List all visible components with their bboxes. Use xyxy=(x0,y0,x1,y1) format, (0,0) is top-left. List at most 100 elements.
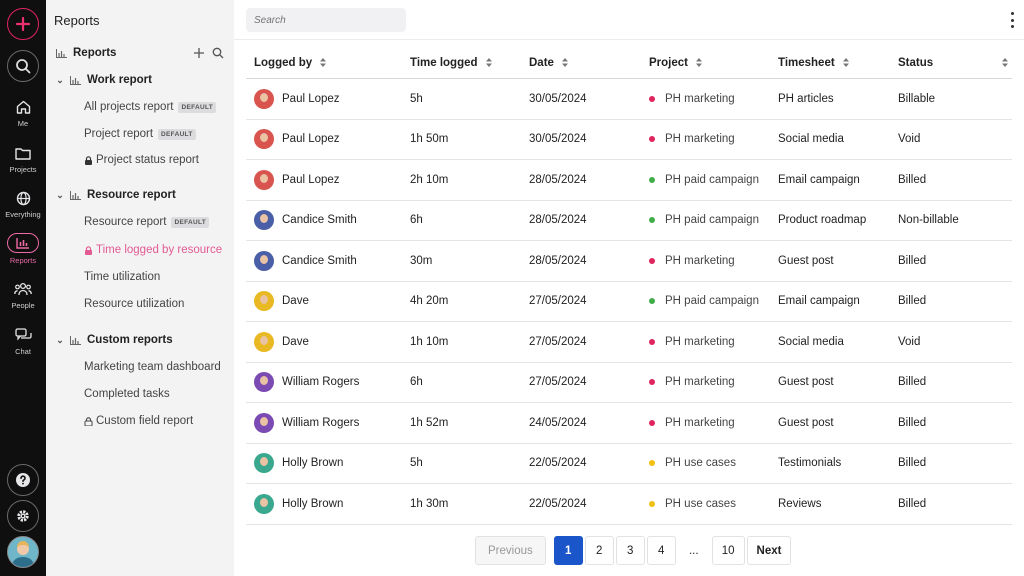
search-reports-icon[interactable] xyxy=(212,47,224,59)
cell-date: 22/05/2024 xyxy=(529,497,587,510)
sidebar-item-all-projects-report[interactable]: All projects report DEFAULT xyxy=(46,97,234,117)
user-name: William Rogers xyxy=(282,416,360,429)
group-resource-report[interactable]: ⌄ Resource report xyxy=(46,185,234,205)
status-text: Billed xyxy=(898,376,927,389)
chevron-down-icon: ⌄ xyxy=(56,189,64,200)
page-button-10[interactable]: 10 xyxy=(711,536,745,565)
rail-item-people[interactable]: People xyxy=(0,280,46,310)
user-name: William Rogers xyxy=(282,376,360,389)
page-button-2[interactable]: 2 xyxy=(584,536,614,565)
column-header-status[interactable]: Status xyxy=(890,57,1012,69)
column-header-date[interactable]: Date xyxy=(521,57,641,69)
user-name: Dave xyxy=(282,295,309,308)
more-options-icon[interactable] xyxy=(1009,12,1015,28)
column-header-label: Status xyxy=(898,56,934,69)
cell-project: PH use cases xyxy=(641,498,770,510)
reports-sidebar: Reports Reports ⌄ Work report All projec… xyxy=(46,0,234,576)
avatar xyxy=(254,331,274,352)
sidebar-item-project-status-report[interactable]: Project status report xyxy=(46,150,234,170)
group-work-report[interactable]: ⌄ Work report xyxy=(46,70,234,90)
column-header-label: Date xyxy=(529,56,554,69)
rail-item-projects[interactable]: Projects xyxy=(0,144,46,174)
table-row[interactable]: Holly Brown 1h 30m 22/05/2024 PH use cases R… xyxy=(246,484,1012,525)
global-search-button[interactable] xyxy=(7,50,39,82)
user-name: Candice Smith xyxy=(282,214,357,227)
group-custom-reports[interactable]: ⌄ Custom reports xyxy=(46,330,234,350)
cell-logged-by: William Rogers xyxy=(246,412,402,433)
rail-item-me[interactable]: Me xyxy=(0,98,46,128)
column-header-logged-by[interactable]: Logged by xyxy=(246,57,402,69)
cell-project: PH paid campaign xyxy=(641,295,770,307)
table-row[interactable]: William Rogers 6h 27/05/2024 PH marketing Gu… xyxy=(246,363,1012,403)
column-header-timesheet[interactable]: Timesheet xyxy=(770,57,890,69)
table-row[interactable]: Paul Lopez 1h 50m 30/05/2024 PH marketing So… xyxy=(246,120,1012,160)
group-label: Custom reports xyxy=(87,334,173,346)
project-color-dot xyxy=(649,136,655,143)
table-row[interactable]: Holly Brown 5h 22/05/2024 PH use cases Testi… xyxy=(246,444,1012,484)
cell-logged-by: Candice Smith xyxy=(246,210,402,231)
cell-logged-by: Holly Brown xyxy=(246,493,402,514)
page-button-1[interactable]: 1 xyxy=(553,536,583,565)
table-row[interactable]: Paul Lopez 5h 30/05/2024 PH marketing PH art… xyxy=(246,79,1012,120)
rail-item-everything[interactable]: Everything xyxy=(0,189,46,219)
page-button-4[interactable]: 4 xyxy=(646,536,676,565)
user-avatar-button[interactable] xyxy=(7,536,39,568)
cell-status: Non-billable xyxy=(890,214,1012,226)
table-row[interactable]: Dave 4h 20m 27/05/2024 PH paid campaign Emai… xyxy=(246,282,1012,322)
cell-status: Billed xyxy=(890,295,1012,307)
cell-time-logged: 1h 50m xyxy=(410,133,449,146)
cell-project: PH marketing xyxy=(641,417,770,429)
page-ellipsis: ... xyxy=(688,544,699,557)
previous-page-button[interactable]: Previous xyxy=(475,536,546,565)
add-report-icon[interactable] xyxy=(193,47,205,59)
search-input[interactable] xyxy=(246,8,406,32)
sidebar-item-marketing-team-dashboard[interactable]: Marketing team dashboard xyxy=(46,357,234,377)
create-button[interactable] xyxy=(7,8,39,40)
table-row[interactable]: Candice Smith 6h 28/05/2024 PH paid campaig… xyxy=(246,201,1012,241)
cell-status: Billable xyxy=(890,93,1012,105)
help-button[interactable] xyxy=(7,464,39,496)
sidebar-item-project-report[interactable]: Project report DEFAULT xyxy=(46,124,234,144)
avatar xyxy=(254,129,274,150)
lock-icon xyxy=(85,155,92,165)
next-page-button[interactable]: Next xyxy=(746,536,792,565)
cell-logged-by: William Rogers xyxy=(246,372,402,393)
user-name: Holly Brown xyxy=(282,457,344,470)
table-row[interactable]: Paul Lopez 2h 10m 28/05/2024 PH paid campai… xyxy=(246,160,1012,201)
user-name: Candice Smith xyxy=(282,254,357,267)
column-header-time-logged[interactable]: Time logged xyxy=(402,57,521,69)
sidebar-item-completed-tasks[interactable]: Completed tasks xyxy=(46,384,234,404)
project-color-dot xyxy=(649,338,655,345)
cell-time-logged: 1h 10m xyxy=(410,335,449,348)
help-icon xyxy=(16,473,30,487)
cell-time-logged: 2h 10m xyxy=(410,173,449,186)
left-rail: Me Projects Everything Reports People Ch… xyxy=(0,0,46,576)
rail-item-chat[interactable]: Chat xyxy=(0,326,46,356)
project-name: PH paid campaign xyxy=(665,214,759,227)
home-icon xyxy=(16,100,30,114)
rail-item-reports[interactable]: Reports xyxy=(0,233,46,265)
cell-timesheet: Email campaign xyxy=(778,173,860,186)
avatar xyxy=(254,493,274,514)
page-button-3[interactable]: 3 xyxy=(615,536,645,565)
cell-timesheet: Email campaign xyxy=(778,295,860,308)
table-row[interactable]: William Rogers 1h 52m 24/05/2024 PH marketi… xyxy=(246,403,1012,444)
cell-status: Billed xyxy=(890,376,1012,388)
cell-timesheet: Guest post xyxy=(778,416,834,429)
sidebar-item-resource-utilization[interactable]: Resource utilization xyxy=(46,294,234,314)
table-header: Logged by Time logged Date Project Times… xyxy=(246,47,1012,79)
rail-item-label: Reports xyxy=(9,256,37,265)
table-row[interactable]: Candice Smith 30m 28/05/2024 PH marketing Gu… xyxy=(246,241,1012,282)
sidebar-item-time-utilization[interactable]: Time utilization xyxy=(46,267,234,287)
sidebar-item-custom-field-report[interactable]: Custom field report xyxy=(46,411,234,431)
group-label: Resource report xyxy=(87,189,176,201)
sidebar-item-time-logged-by-resource[interactable]: Time logged by resource xyxy=(46,240,234,260)
cell-logged-by: Paul Lopez xyxy=(246,169,402,190)
project-name: PH use cases xyxy=(665,457,736,470)
settings-button[interactable] xyxy=(7,500,39,532)
sidebar-item-resource-report[interactable]: Resource report DEFAULT xyxy=(46,212,234,232)
column-header-project[interactable]: Project xyxy=(641,57,770,69)
table-row[interactable]: Dave 1h 10m 27/05/2024 PH marketing Social m… xyxy=(246,322,1012,363)
cell-time-logged: 6h xyxy=(410,376,423,389)
project-color-dot xyxy=(649,298,655,305)
